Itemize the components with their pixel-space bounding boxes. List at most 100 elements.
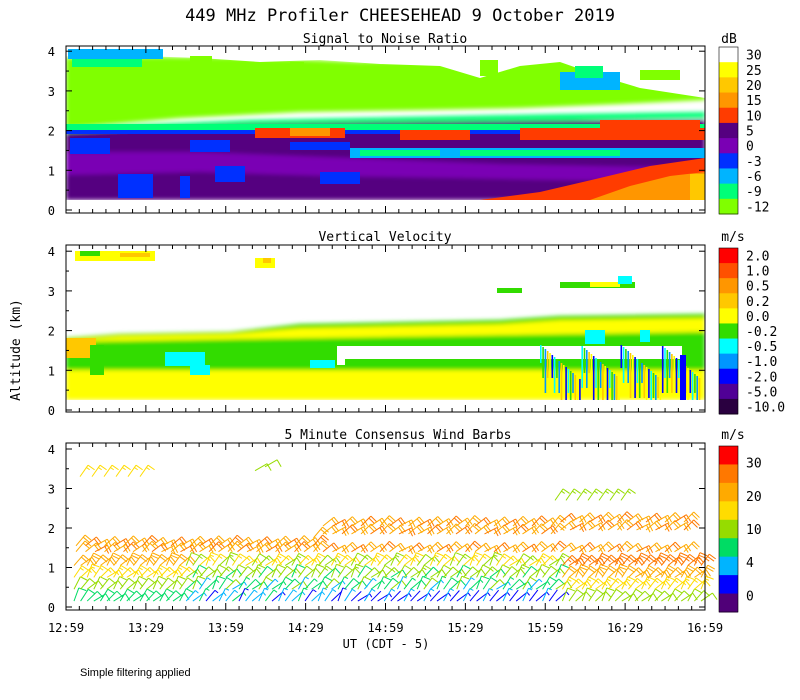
wind-barb [621,554,638,566]
wind-barb [304,567,322,578]
colorbar-swatch [719,198,738,215]
wind-barb [535,591,550,602]
wind-barb [416,553,433,566]
wind-barb [146,579,163,590]
colorbar-label: 10 [746,523,762,538]
wind-barb [700,553,716,566]
wind-barb [636,545,654,555]
wind-barb [548,578,565,590]
y-tick-label: 1 [48,164,55,178]
wind-barb [449,590,460,602]
colorbar-label: -6 [746,170,762,185]
wind-barb [465,515,482,527]
colorbar-label: -0.5 [746,340,777,355]
velocity-streak [634,357,636,398]
wind-barb [621,565,637,578]
wind-barb [192,592,207,602]
wind-barb [377,565,393,578]
wind-barb [383,588,396,602]
velocity-streak [689,370,692,393]
wind-barb [383,556,401,566]
wind-barb [73,587,87,602]
wind-barb [548,589,558,602]
velocity-streak [576,377,579,410]
wind-barb [531,541,548,553]
wind-barb [185,579,203,590]
colorbar-swatch [719,138,738,154]
wind-barb [218,577,234,590]
wind-barb [159,577,175,590]
wind-barb [403,588,415,602]
velocity-streak [694,374,696,393]
wind-barb [91,464,107,477]
wind-barb [205,551,219,566]
wind-barb [410,590,421,602]
wind-barb [317,565,334,578]
wind-barb [443,577,459,590]
wind-barb [139,588,155,602]
wind-barb [641,565,657,578]
wind-barb [311,552,326,566]
wind-barb [654,552,669,566]
velocity-streak [586,350,588,388]
velocity-unit: m/s [721,230,744,245]
velocity-streak [583,348,586,373]
windbarb-title: 5 Minute Consensus Wind Barbs [285,428,512,443]
wind-barb [509,589,519,602]
wind-barb [304,578,318,590]
wind-barb [364,567,381,578]
y-tick-label: 1 [48,562,55,576]
wind-barb [192,553,208,566]
wind-barb [225,551,239,566]
y-tick-label: 0 [48,404,55,418]
wind-barb [594,563,609,578]
wind-barb [350,552,365,566]
wind-barb [291,591,306,602]
wind-barb [645,542,663,553]
wind-barb [595,591,612,602]
wind-barb [99,588,115,602]
x-tick-label: 14:59 [367,621,403,635]
wind-barb [542,565,558,578]
wind-barb [93,554,110,566]
wind-barb [232,592,247,602]
wind-barb [225,589,239,602]
wind-barb [636,523,654,533]
velocity-streak [590,354,593,388]
velocity-streak [655,375,657,410]
wind-barb [465,522,482,535]
wind-barb [313,540,329,553]
wind-barb [502,566,519,578]
wind-barb [575,563,589,578]
colorbar-label: 0 [746,589,754,604]
wind-barb [436,564,452,578]
wind-barb [456,592,471,602]
colorbar-swatch [719,353,738,370]
wind-barb [115,464,131,477]
wind-barb [601,565,617,578]
x-tick-label: 12:59 [48,621,84,635]
wind-barb [628,577,644,590]
wind-barb [529,589,539,602]
wind-barb [598,541,615,553]
wind-barb [179,577,195,590]
y-tick-label: 4 [48,443,55,457]
wind-barb [119,588,135,602]
y-tick-label: 2 [48,125,55,139]
wind-barb [271,553,287,566]
wind-barb [683,511,700,523]
wind-barb [509,568,526,578]
velocity-streak [604,366,606,388]
wind-barb [86,590,104,602]
wind-barb [139,577,156,590]
wind-barb [667,588,683,602]
wind-barb [311,563,325,578]
wind-barb [291,552,306,566]
x-tick-label: 16:59 [687,621,723,635]
wind-barb [212,564,227,578]
wind-barb [423,577,439,590]
y-tick-label: 3 [48,85,55,99]
wind-barb [529,568,546,578]
wind-barb [245,589,258,602]
wind-barb [482,555,500,566]
